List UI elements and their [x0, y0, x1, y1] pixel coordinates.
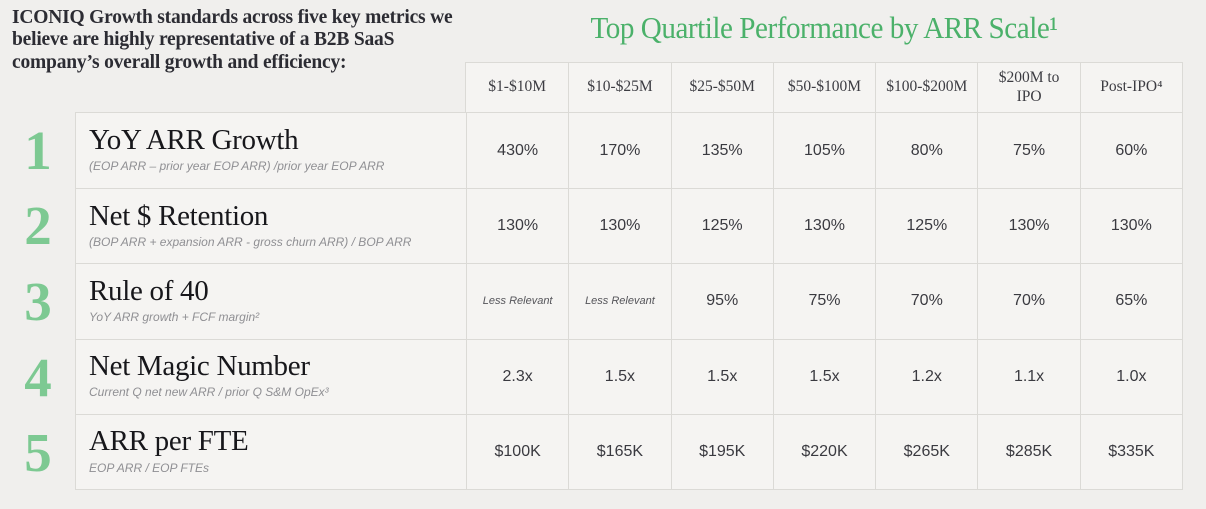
table-cell: $195K — [670, 413, 773, 489]
row-number-3: 3 — [24, 270, 52, 332]
row-number-1: 1 — [24, 119, 52, 181]
table-cell: 60% — [1079, 113, 1182, 189]
metrics-table: YoY ARR Growth (EOP ARR – prior year EOP… — [75, 112, 1183, 490]
table-cell: 70% — [875, 263, 978, 339]
table-cell: 80% — [875, 113, 978, 189]
metric-label-net-dollar-retention: Net $ Retention (BOP ARR + expansion ARR… — [76, 188, 466, 264]
table-cell: 130% — [977, 188, 1080, 264]
table-cell: $100K — [466, 413, 569, 489]
table-cell: 430% — [466, 113, 569, 189]
metric-label-arr-per-fte: ARR per FTE EOP ARR / EOP FTEs — [76, 413, 466, 489]
metric-title: Net $ Retention — [89, 199, 269, 232]
column-header-25-50m: $25-$50M — [670, 63, 773, 112]
table-cell: 95% — [670, 263, 773, 339]
table-cell: Less Relevant — [466, 263, 569, 339]
table-cell: 130% — [568, 188, 671, 264]
page-title: Top Quartile Performance by ARR Scale¹ — [590, 10, 1058, 45]
table-cell: Less Relevant — [568, 263, 671, 339]
row-number-4: 4 — [24, 346, 52, 408]
metric-title: Net Magic Number — [89, 350, 310, 383]
table-header-row: $1-$10M $10-$25M $25-$50M $50-$100M $100… — [465, 62, 1183, 112]
column-header-100-200m: $100-$200M — [875, 63, 978, 112]
metric-formula: (BOP ARR + expansion ARR - gross churn A… — [89, 234, 412, 249]
table-cell: 130% — [772, 188, 876, 264]
table-cell: 2.3x — [466, 338, 569, 414]
table-cell: 65% — [1079, 263, 1182, 339]
table-cell: 1.2x — [875, 338, 978, 414]
table-cell: 75% — [772, 263, 876, 339]
intro-text: ICONIQ Growth standards across five key … — [12, 7, 453, 73]
column-header-200m-to-ipo: $200M to IPO — [977, 63, 1080, 112]
metric-label-net-magic-number: Net Magic Number Current Q net new ARR /… — [76, 338, 466, 414]
column-header-post-ipo: Post-IPO⁴ — [1079, 63, 1182, 112]
table-cell: 1.5x — [568, 338, 671, 414]
row-number-2: 2 — [24, 194, 52, 256]
table-cell: 1.5x — [772, 338, 876, 414]
table-cell: 1.1x — [977, 338, 1080, 414]
table-cell: $165K — [568, 413, 671, 489]
metric-title: ARR per FTE — [89, 425, 249, 458]
table-cell: $285K — [977, 413, 1080, 489]
table-cell: 130% — [1079, 188, 1182, 264]
table-cell: 70% — [977, 263, 1080, 339]
metric-formula: YoY ARR growth + FCF margin² — [89, 310, 260, 325]
column-header-50-100m: $50-$100M — [772, 63, 876, 112]
metric-formula: (EOP ARR – prior year EOP ARR) /prior ye… — [89, 159, 385, 174]
table-cell: $220K — [772, 413, 876, 489]
table-cell: 170% — [568, 113, 671, 189]
table-cell: $265K — [875, 413, 978, 489]
table-cell: 135% — [670, 113, 773, 189]
metric-title: YoY ARR Growth — [89, 123, 299, 156]
table-cell: 125% — [670, 188, 773, 264]
row-number-5: 5 — [24, 421, 52, 483]
metric-title: Rule of 40 — [89, 274, 209, 307]
metric-label-yoy-arr-growth: YoY ARR Growth (EOP ARR – prior year EOP… — [76, 113, 466, 189]
table-cell: 105% — [772, 113, 876, 189]
column-header-10-25m: $10-$25M — [568, 63, 671, 112]
table-cell: 125% — [875, 188, 978, 264]
table-cell: 1.5x — [670, 338, 773, 414]
table-cell: 75% — [977, 113, 1080, 189]
column-header-1-10m: $1-$10M — [466, 63, 569, 112]
table-cell: 130% — [466, 188, 569, 264]
table-cell: 1.0x — [1079, 338, 1182, 414]
metric-formula: EOP ARR / EOP FTEs — [89, 460, 210, 475]
metric-label-rule-of-40: Rule of 40 YoY ARR growth + FCF margin² — [76, 263, 466, 339]
metric-formula: Current Q net new ARR / prior Q S&M OpEx… — [89, 385, 329, 400]
table-cell: $335K — [1079, 413, 1182, 489]
